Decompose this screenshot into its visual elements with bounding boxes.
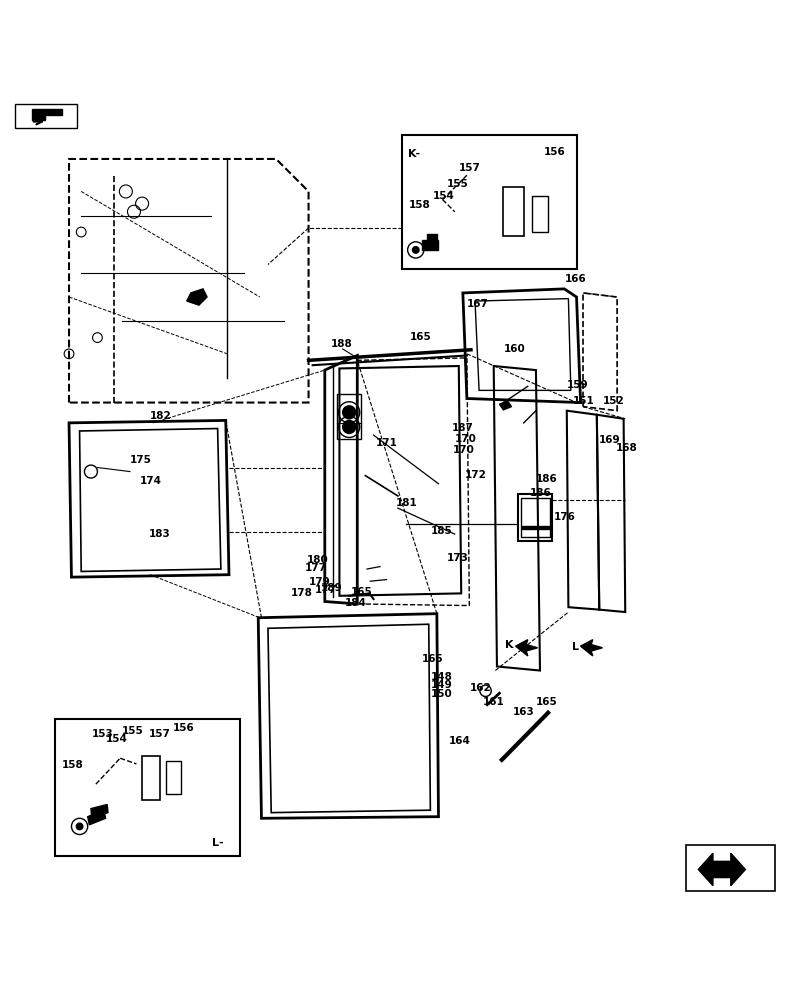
Text: 150: 150 xyxy=(430,689,452,699)
Text: 160: 160 xyxy=(503,344,525,354)
Text: 167: 167 xyxy=(466,299,488,309)
Bar xyxy=(401,135,576,269)
Bar xyxy=(517,494,551,541)
Bar xyxy=(142,756,160,800)
Text: 159: 159 xyxy=(566,380,588,390)
Polygon shape xyxy=(15,104,77,128)
Text: 173: 173 xyxy=(446,553,468,563)
Text: 175: 175 xyxy=(130,455,152,465)
Bar xyxy=(503,187,523,236)
Bar xyxy=(531,196,547,232)
Text: 148: 148 xyxy=(430,672,452,682)
Text: 153: 153 xyxy=(92,729,114,739)
Circle shape xyxy=(412,247,418,253)
Polygon shape xyxy=(685,845,775,891)
Polygon shape xyxy=(697,853,744,886)
Text: 170: 170 xyxy=(453,445,474,455)
Text: 185: 185 xyxy=(430,526,452,536)
Text: K-: K- xyxy=(408,149,420,159)
Text: 149: 149 xyxy=(430,680,452,690)
Text: 183: 183 xyxy=(148,529,170,539)
Text: 155: 155 xyxy=(122,726,144,736)
Text: 181: 181 xyxy=(395,498,417,508)
Polygon shape xyxy=(88,810,105,825)
Polygon shape xyxy=(91,804,108,818)
Text: 186: 186 xyxy=(535,474,557,484)
Bar xyxy=(521,498,549,537)
Text: 187: 187 xyxy=(452,423,474,433)
Text: 165: 165 xyxy=(350,587,372,597)
Polygon shape xyxy=(187,289,207,305)
Text: 182: 182 xyxy=(150,411,172,421)
Text: 157: 157 xyxy=(148,729,170,739)
Text: 176: 176 xyxy=(553,512,575,522)
Text: 171: 171 xyxy=(375,438,397,448)
Circle shape xyxy=(342,406,355,419)
Text: 155: 155 xyxy=(446,179,468,189)
Text: 168: 168 xyxy=(615,443,637,453)
Text: 161: 161 xyxy=(483,697,504,707)
Text: 152: 152 xyxy=(602,396,624,406)
Text: 154: 154 xyxy=(105,734,127,744)
Polygon shape xyxy=(580,640,602,656)
Text: 180: 180 xyxy=(307,555,328,565)
Circle shape xyxy=(76,823,83,830)
Polygon shape xyxy=(32,109,62,120)
Polygon shape xyxy=(515,640,537,656)
Text: 165: 165 xyxy=(535,697,557,707)
Text: 151: 151 xyxy=(573,396,594,406)
Bar xyxy=(337,394,361,439)
Polygon shape xyxy=(499,401,511,410)
Bar xyxy=(55,719,240,856)
Text: 158: 158 xyxy=(408,200,430,210)
Text: 162: 162 xyxy=(469,683,491,693)
Text: 156: 156 xyxy=(543,147,565,157)
Text: 166: 166 xyxy=(564,274,586,284)
Text: 186: 186 xyxy=(530,488,551,498)
Text: 164: 164 xyxy=(448,736,470,746)
Bar xyxy=(166,761,181,794)
Text: 156: 156 xyxy=(173,723,195,733)
Text: 178: 178 xyxy=(290,588,312,598)
Text: 179: 179 xyxy=(308,577,330,587)
Text: 158: 158 xyxy=(62,760,84,770)
Polygon shape xyxy=(422,240,438,250)
Text: 184: 184 xyxy=(345,598,367,608)
Polygon shape xyxy=(427,234,436,242)
Text: 177: 177 xyxy=(315,585,337,595)
Text: 170: 170 xyxy=(454,434,476,444)
Text: 163: 163 xyxy=(513,707,534,717)
Text: 188: 188 xyxy=(331,339,353,349)
Circle shape xyxy=(342,420,355,433)
Text: 177: 177 xyxy=(304,563,326,573)
Text: K: K xyxy=(504,640,513,650)
Text: L: L xyxy=(572,642,579,652)
Text: L-: L- xyxy=(212,838,223,848)
Text: 169: 169 xyxy=(599,435,620,445)
Text: 189: 189 xyxy=(320,583,342,593)
Polygon shape xyxy=(521,526,548,529)
Text: 154: 154 xyxy=(432,191,454,201)
Text: 174: 174 xyxy=(139,476,161,486)
Text: 157: 157 xyxy=(458,163,480,173)
Text: 172: 172 xyxy=(465,470,487,480)
Text: 165: 165 xyxy=(421,654,443,664)
Text: 165: 165 xyxy=(410,332,431,342)
